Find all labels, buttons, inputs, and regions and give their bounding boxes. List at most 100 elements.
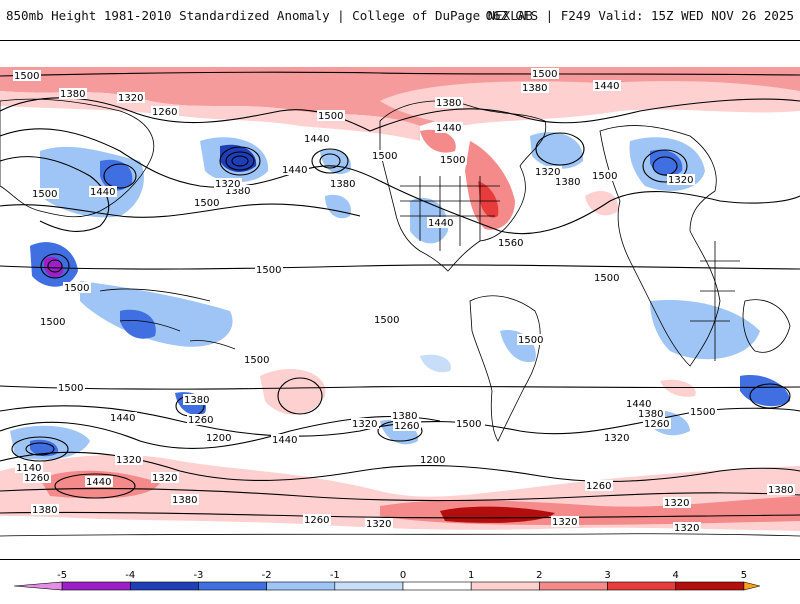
neg-anomaly-indonesia <box>80 281 233 347</box>
contour-label: 1320 <box>534 166 562 178</box>
svg-text:1500: 1500 <box>14 71 39 82</box>
contour-label: 1380 <box>224 185 252 197</box>
anomaly-map: 1500 1380 1320 1260 1440 1500 1380 1380 … <box>0 67 800 537</box>
colorbar-tick-label: 2 <box>536 570 542 581</box>
svg-text:1500: 1500 <box>518 335 543 346</box>
pos-anomaly-antarctic-core <box>440 506 555 523</box>
contour-label: 1200 <box>419 454 447 466</box>
contour-label: 1260 <box>393 420 421 432</box>
contour-label: 1500 <box>13 70 41 82</box>
anomaly-colorbar: -5 -4 -3 -2 -1 0 1 2 3 4 5 <box>0 570 800 600</box>
contour-label: 1380 <box>435 97 463 109</box>
contour-label: 1260 <box>643 418 671 430</box>
svg-text:1500: 1500 <box>592 171 617 182</box>
colorbar-swatch <box>402 581 472 591</box>
coastlines <box>0 98 800 537</box>
contour-label: 1440 <box>427 217 455 229</box>
svg-text:1440: 1440 <box>90 187 115 198</box>
colorbar-tick-label: -5 <box>57 570 67 581</box>
colorbar-tick-label: -3 <box>193 570 203 581</box>
colorbar-swatch <box>61 581 131 591</box>
contour-label: 1260 <box>151 106 179 118</box>
svg-text:1380: 1380 <box>638 409 663 420</box>
neg-anomaly-indonesia-core <box>120 309 156 339</box>
contour-label: 1500 <box>689 406 717 418</box>
svg-text:1320: 1320 <box>118 93 143 104</box>
antarctica-outline <box>0 533 800 537</box>
colorbar-tick-label: 5 <box>741 570 747 581</box>
north-america-outline <box>379 100 547 272</box>
contour-label: 1500 <box>193 197 221 209</box>
svg-text:1440: 1440 <box>110 413 135 424</box>
svg-text:1500: 1500 <box>690 407 715 418</box>
contour-label: 1380 <box>171 494 199 506</box>
svg-text:1500: 1500 <box>256 265 281 276</box>
colorbar-tick-label: 1 <box>468 570 474 581</box>
svg-text:1380: 1380 <box>768 485 793 496</box>
australia-outline <box>742 299 791 353</box>
contour-label: 1320 <box>667 174 695 186</box>
svg-text:1320: 1320 <box>535 167 560 178</box>
svg-text:1500: 1500 <box>58 383 83 394</box>
europe-africa-outline <box>599 125 721 367</box>
contour-label: 1320 <box>603 432 631 444</box>
contour-label: 1260 <box>23 472 51 484</box>
colorbar-swatch <box>129 581 199 591</box>
contour-label: 1320 <box>214 178 242 190</box>
contour-label: 1440 <box>593 80 621 92</box>
colorbar-svg: -5 -4 -3 -2 -1 0 1 2 3 4 5 <box>13 570 760 591</box>
svg-text:1260: 1260 <box>644 419 669 430</box>
svg-text:1500: 1500 <box>372 151 397 162</box>
colorbar-high-cap <box>743 581 760 591</box>
colorbar-swatch <box>198 581 267 591</box>
anomaly-shading <box>0 67 800 531</box>
svg-text:1500: 1500 <box>374 315 399 326</box>
contour-label: 1440 <box>85 476 113 488</box>
colorbar-swatch <box>334 581 404 591</box>
contour-label: 1380 <box>521 82 549 94</box>
svg-text:1440: 1440 <box>304 134 329 145</box>
svg-text:1560: 1560 <box>498 238 523 249</box>
pos-anomaly-south-pacific-low <box>260 368 326 415</box>
svg-text:1380: 1380 <box>392 411 417 422</box>
contour-label: 1260 <box>187 414 215 426</box>
contour-label: 1140 <box>15 462 43 474</box>
contour-label: 1500 <box>57 382 85 394</box>
contour-label: 1260 <box>585 480 613 492</box>
svg-text:1500: 1500 <box>594 273 619 284</box>
contour-label: 1500 <box>63 282 91 294</box>
colorbar-tick-label: 3 <box>604 570 610 581</box>
svg-text:1440: 1440 <box>428 218 453 229</box>
contour-label: 1320 <box>673 522 701 534</box>
svg-text:1260: 1260 <box>394 421 419 432</box>
svg-text:1500: 1500 <box>64 283 89 294</box>
contour-label: 1440 <box>89 186 117 198</box>
svg-text:1440: 1440 <box>282 165 307 176</box>
colorbar-tick-label: 4 <box>673 570 679 581</box>
contour-label: 1440 <box>109 412 137 424</box>
contour-label: 1320 <box>351 418 379 430</box>
svg-text:1500: 1500 <box>32 189 57 200</box>
title-bar: 850mb Height 1981-2010 Standardized Anom… <box>0 0 800 40</box>
contour-label: 1500 <box>531 68 559 80</box>
pos-anomaly-north-pacific <box>380 81 800 126</box>
contour-label: 1500 <box>593 272 621 284</box>
colorbar-swatch <box>266 581 336 591</box>
contour-label: 1380 <box>329 178 357 190</box>
svg-text:1380: 1380 <box>555 177 580 188</box>
neg-anomaly-south-africa <box>740 375 790 407</box>
pos-anomaly-south-atlantic <box>660 379 696 397</box>
svg-text:1440: 1440 <box>626 399 651 410</box>
svg-text:1440: 1440 <box>272 435 297 446</box>
contour-label: 1320 <box>115 454 143 466</box>
neg-anomaly-west-pacific-extreme <box>44 256 64 278</box>
map-panel[interactable]: 1500 1380 1320 1260 1440 1500 1380 1380 … <box>0 40 800 560</box>
contour-label: 1320 <box>151 472 179 484</box>
contour-label: 1380 <box>183 394 211 406</box>
colorbar-tick-label: -4 <box>125 570 135 581</box>
svg-text:1440: 1440 <box>86 477 111 488</box>
contour-label: 1320 <box>365 518 393 530</box>
neg-anomaly-indian-ocean <box>650 300 760 360</box>
colorbar-swatch <box>607 581 677 591</box>
svg-text:1320: 1320 <box>552 517 577 528</box>
